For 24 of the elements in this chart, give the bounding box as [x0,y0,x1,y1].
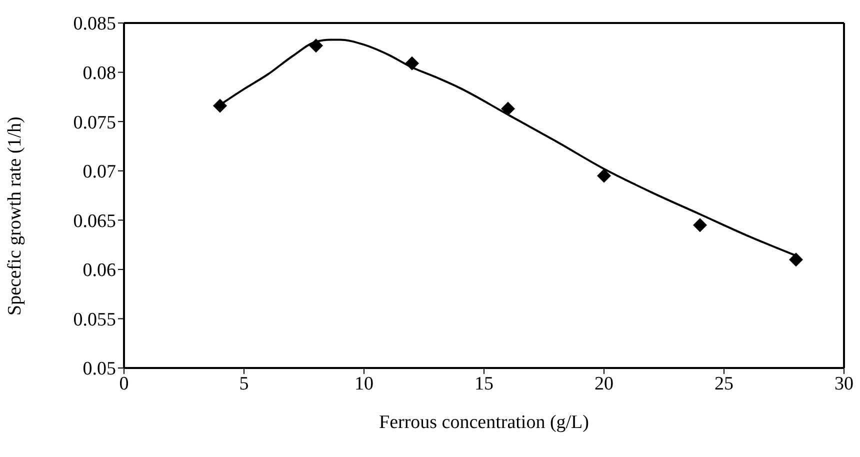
y-tick-label: 0.05 [82,358,116,380]
y-tick-label: 0.06 [82,260,116,282]
y-axis-title: Specefic growth rate (1/h) [4,116,26,316]
y-tick-label: 0.08 [82,63,116,84]
y-tick-label: 0.07 [82,162,116,183]
point [309,38,323,53]
y-tick-label: 0.055 [73,309,116,330]
point [501,102,515,116]
y-tick-label: 0.075 [73,112,116,134]
x-tick-label: 20 [594,373,614,394]
x-tick-label: 5 [239,373,249,394]
point [693,218,707,232]
x-tick-label: 30 [834,373,854,394]
point [213,98,227,113]
y-tick-label: 0.085 [73,14,116,35]
x-tick-label: 0 [119,373,129,394]
point [789,252,803,267]
x-axis-title: Ferrous concentration (g/L) [379,412,589,433]
x-tick-label: 10 [354,373,374,394]
x-tick-label: 15 [474,373,494,394]
point [597,168,611,183]
x-tick-label: 25 [714,373,734,394]
point [405,56,419,70]
y-tick-label: 0.065 [73,210,116,232]
